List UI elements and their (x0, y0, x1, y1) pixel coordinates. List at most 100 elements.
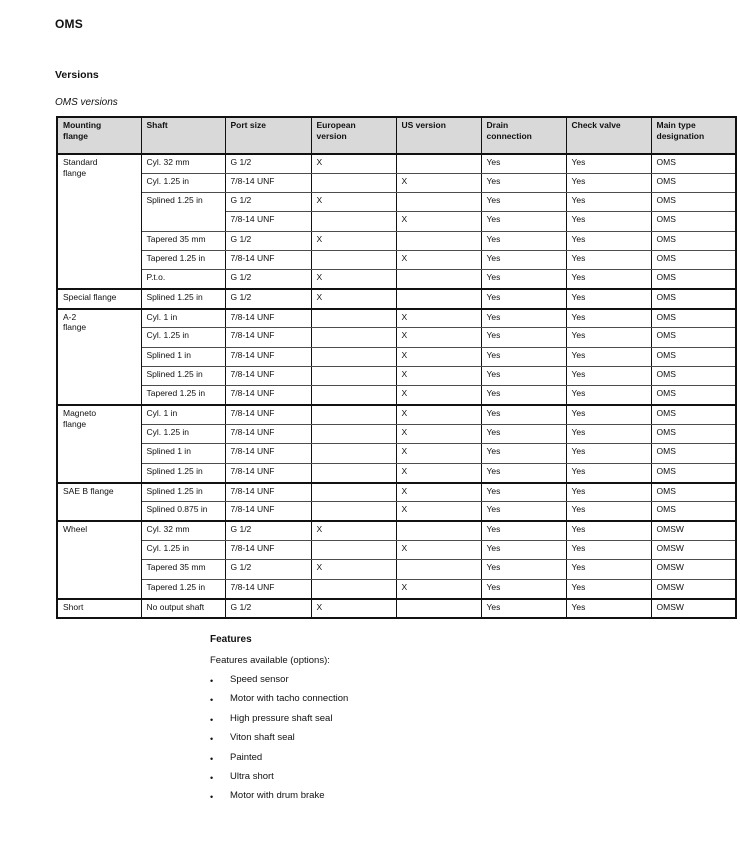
cell-european-version (310, 462, 397, 484)
feature-item-label: High pressure shaft seal (230, 712, 333, 724)
cell-main-type-designation: OMS (650, 269, 737, 290)
cell-drain-connection: Yes (480, 462, 567, 484)
table-row: Cyl. 1.25 in 7/8-14 UNF X Yes Yes OMS (57, 424, 737, 445)
bullet-icon: • (210, 714, 214, 725)
cell-port-size: 7/8-14 UNF (224, 366, 312, 387)
cell-shaft: Cyl. 32 mm (140, 152, 226, 174)
cell-main-type-designation: OMS (650, 424, 737, 445)
feature-item: • Viton shaft seal (210, 732, 630, 751)
cell-port-size: G 1/2 (224, 520, 312, 542)
bullet-icon: • (210, 753, 214, 764)
cell-us-version: X (395, 307, 482, 329)
table-row: Splined 1.25 in 7/8-14 UNF X Yes Yes OMS (57, 366, 737, 387)
feature-item-label: Painted (230, 751, 263, 763)
features-heading: Features (210, 634, 252, 645)
table-header-row: Mounting flange Shaft Port size European ve… (56, 116, 737, 155)
cell-drain-connection: Yes (480, 327, 567, 348)
cell-shaft: Splined 1 in (140, 346, 226, 368)
cell-drain-connection: Yes (480, 520, 567, 542)
cell-port-size: 7/8-14 UNF (224, 540, 312, 561)
cell-check-valve: Yes (565, 385, 652, 406)
cell-european-version: X (310, 230, 397, 252)
oms-versions-table: Mounting flange Shaft Port size European ve… (56, 116, 737, 619)
cell-us-version: X (395, 443, 482, 464)
cell-drain-connection: Yes (480, 540, 567, 561)
cell-check-valve: Yes (565, 559, 652, 580)
cell-check-valve: Yes (565, 597, 652, 619)
feature-item-label: Speed sensor (230, 674, 289, 685)
cell-main-type-designation: OMSW (650, 540, 737, 561)
cell-shaft: Splined 1.25 in (140, 288, 226, 310)
cell-drain-connection: Yes (480, 250, 567, 271)
bullet-icon: • (210, 792, 214, 803)
cell-drain-connection: Yes (480, 269, 567, 290)
cell-check-valve: Yes (565, 520, 652, 542)
cell-check-valve: Yes (565, 269, 652, 290)
features-list: • Speed sensor • Motor with tacho connectio… (210, 674, 630, 810)
cell-us-version: X (395, 327, 482, 348)
cell-check-valve: Yes (565, 366, 652, 387)
cell-drain-connection: Yes (480, 559, 567, 580)
cell-us-version: X (395, 481, 482, 503)
cell-us-version (395, 288, 482, 310)
cell-shaft: Cyl. 1.25 in (140, 424, 226, 445)
col-header-port-size: Port size (224, 116, 312, 155)
cell-us-version: X (395, 250, 482, 271)
cell-main-type-designation: OMS (650, 385, 737, 406)
cell-drain-connection: Yes (480, 366, 567, 387)
cell-european-version: X (310, 288, 397, 310)
cell-european-version (310, 404, 397, 426)
features-section: Features Features available (options): •… (210, 634, 630, 810)
table-row: Splined 0.875 in 7/8-14 UNF X Yes Yes OMS (57, 501, 737, 522)
cell-port-size: 7/8-14 UNF (224, 307, 312, 329)
cell-drain-connection: Yes (480, 192, 567, 213)
cell-shaft: Cyl. 1 in (140, 307, 226, 329)
table-row: Cyl. 1.25 in 7/8-14 UNF X Yes Yes OMSW (57, 540, 737, 561)
cell-drain-connection: Yes (480, 307, 567, 329)
cell-european-version (310, 307, 397, 329)
cell-check-valve: Yes (565, 250, 652, 271)
table-row: Tapered 1.25 in 7/8-14 UNF X Yes Yes OMS (57, 250, 737, 271)
cell-european-version (310, 481, 397, 503)
cell-check-valve: Yes (565, 172, 652, 194)
feature-item-label: Viton shaft seal (230, 732, 295, 744)
feature-item-label: Motor with tacho connection (230, 693, 349, 705)
cell-shaft: Splined 1 in (140, 443, 226, 464)
col-header-drain-connection: Drain connection (480, 116, 567, 155)
cell-european-version (310, 501, 397, 522)
table-row: Special flange Splined 1.25 in G 1/2 X Yes Ye… (56, 288, 737, 310)
cell-main-type-designation: OMS (650, 307, 737, 329)
cell-us-version: X (395, 211, 482, 232)
cell-shaft: Splined 1.25 in (140, 366, 226, 387)
cell-check-valve: Yes (565, 192, 652, 213)
cell-european-version (310, 327, 397, 348)
cell-european-version (310, 443, 397, 464)
cell-european-version: X (310, 269, 397, 290)
cell-shaft: Splined 0.875 in (140, 501, 226, 522)
col-header-main-type-designation: Main type designation (650, 116, 737, 155)
cell-port-size: 7/8-14 UNF (224, 250, 312, 271)
cell-check-valve: Yes (565, 481, 652, 503)
cell-european-version (310, 346, 397, 368)
cell-check-valve: Yes (565, 424, 652, 445)
cell-mounting-flange: Special flange (56, 288, 142, 310)
feature-item: • High pressure shaft seal (210, 713, 630, 732)
cell-european-version: X (310, 520, 397, 542)
bullet-icon: • (210, 772, 214, 783)
cell-main-type-designation: OMS (650, 462, 737, 484)
cell-us-version: X (395, 404, 482, 426)
cell-drain-connection: Yes (480, 211, 567, 232)
cell-port-size: 7/8-14 UNF (224, 481, 312, 503)
table-row: Tapered 35 mm G 1/2 X Yes Yes OMSW (57, 559, 737, 580)
cell-port-size: 7/8-14 UNF (224, 346, 312, 368)
cell-shaft: Splined 1.25 in (140, 481, 226, 503)
cell-port-size: 7/8-14 UNF (224, 578, 312, 600)
table-row: P.t.o. G 1/2 X Yes Yes OMS (57, 269, 737, 290)
cell-mounting-flange: Short (56, 597, 142, 619)
cell-main-type-designation: OMS (650, 152, 737, 174)
cell-drain-connection: Yes (480, 501, 567, 522)
cell-mounting-flange: Magneto flange (56, 404, 142, 484)
cell-port-size: 7/8-14 UNF (224, 404, 312, 426)
table-row: Magneto flange Cyl. 1 in 7/8-14 UNF X Yes Yes… (56, 404, 737, 484)
cell-drain-connection: Yes (480, 404, 567, 426)
